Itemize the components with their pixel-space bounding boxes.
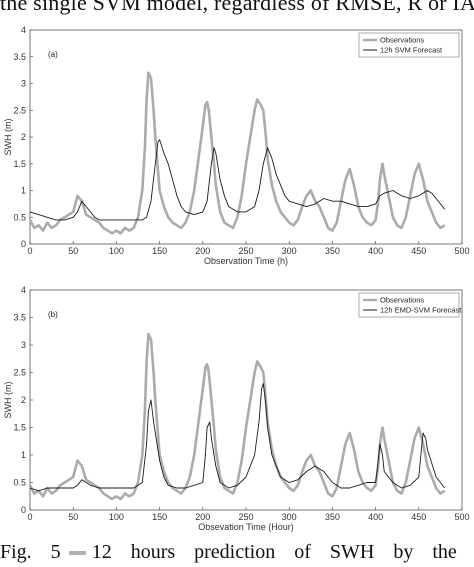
- legend-entry: Observations: [380, 36, 424, 45]
- x-tick-label: 450: [411, 512, 426, 522]
- x-tick-label: 150: [152, 512, 167, 522]
- panel-label: (a): [48, 50, 58, 59]
- chart-a: 0 50 100 150 200 250 300 350 400 450 500 0 0.5 1 1.5 2 2…: [3, 25, 470, 266]
- y-tick-label: 1.5: [13, 159, 26, 169]
- caption-prefix: Fig. 5: [0, 541, 61, 563]
- x-tick-label: 350: [325, 246, 340, 256]
- x-tick-label: 500: [454, 246, 469, 256]
- y-tick-label: 3.5: [13, 313, 26, 323]
- series-line-forecast: [29, 383, 446, 492]
- y-tick-label: 1: [21, 450, 26, 460]
- y-tick-label: 3: [21, 340, 26, 350]
- x-tick-label: 50: [68, 512, 78, 522]
- caption-legend-swatch: [68, 551, 86, 556]
- x-tick-label: 500: [454, 512, 469, 522]
- y-axis-label: SWH (m): [3, 119, 13, 156]
- legend-entry: 12h SVM Forecast: [380, 46, 443, 55]
- legend-entry: Observations: [380, 296, 424, 305]
- series-line-observations: [28, 332, 446, 501]
- panel-label: (b): [48, 310, 58, 319]
- x-tick-label: 400: [368, 246, 383, 256]
- x-axis-label: Observation Time (h): [204, 256, 288, 266]
- y-tick-label: 2.5: [13, 368, 26, 378]
- legend-box: [358, 32, 460, 58]
- y-axis-label: SWH (m): [3, 382, 13, 419]
- y-tick-label: 4: [21, 285, 26, 295]
- x-tick-label: 400: [368, 512, 383, 522]
- x-tick-label: 200: [195, 246, 210, 256]
- chart-b: 0 50 100 150 200 250 300 350 400 450 500 0 0.5 1 1.5 2 2…: [3, 285, 470, 532]
- x-tick-label: 0: [27, 246, 32, 256]
- y-tick-label: 0: [21, 239, 26, 249]
- y-tick-label: 3.5: [13, 52, 26, 62]
- y-tick-label: 0.5: [13, 478, 26, 488]
- legend-box: [358, 292, 460, 318]
- y-tick-label: 1.5: [13, 423, 26, 433]
- x-tick-label: 100: [109, 512, 124, 522]
- y-tick-label: 3: [21, 79, 26, 89]
- legend-entry: 12h EMD-SVM Forecast: [380, 306, 462, 315]
- x-axis-label: Obsevation Time (Hour): [198, 522, 294, 532]
- y-tick-label: 0: [21, 505, 26, 515]
- y-tick-label: 2: [21, 395, 26, 405]
- series-line-observations: [28, 71, 446, 235]
- y-tick-label: 0.5: [13, 212, 26, 222]
- x-tick-label: 300: [282, 512, 297, 522]
- series-line-forecast: [29, 139, 446, 221]
- x-tick-label: 250: [238, 246, 253, 256]
- y-tick-label: 4: [21, 25, 26, 35]
- body-text-top: the single SVM model, regardless of RMSE…: [0, 0, 474, 15]
- x-tick-label: 150: [152, 246, 167, 256]
- y-tick-label: 2: [21, 132, 26, 142]
- x-tick-label: 200: [195, 512, 210, 522]
- x-tick-label: 300: [282, 246, 297, 256]
- caption-text: 12 hours prediction of SWH by the SVM an…: [91, 541, 474, 563]
- x-tick-label: 350: [325, 512, 340, 522]
- y-tick-label: 1: [21, 186, 26, 196]
- x-tick-label: 250: [238, 512, 253, 522]
- x-tick-label: 0: [27, 512, 32, 522]
- figure-caption: Fig. 5 12 hours prediction of SWH by the …: [0, 537, 474, 567]
- x-tick-label: 50: [68, 246, 78, 256]
- x-tick-label: 450: [411, 246, 426, 256]
- y-tick-label: 2.5: [13, 105, 26, 115]
- x-tick-label: 100: [109, 246, 124, 256]
